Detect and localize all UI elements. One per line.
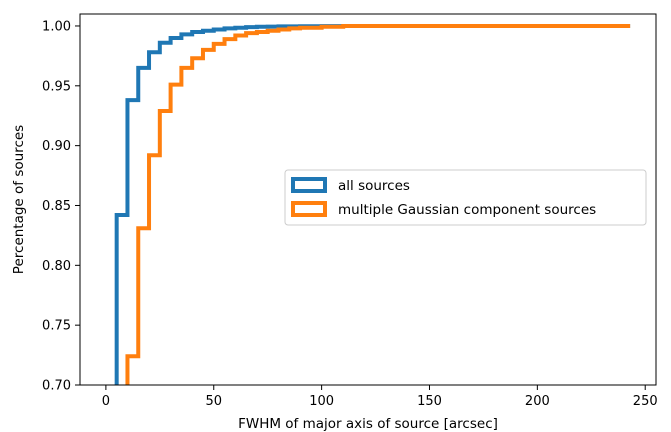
x-tick-label: 0 [102, 394, 110, 409]
y-axis: 0.70 0.75 0.80 0.85 0.90 0.95 1.00 [42, 19, 80, 394]
y-tick-label: 1.00 [42, 19, 71, 34]
legend-label-all-sources: all sources [338, 178, 410, 194]
y-tick-label: 0.70 [42, 379, 71, 394]
x-tick-label: 50 [205, 394, 222, 409]
x-tick-label: 100 [309, 394, 334, 409]
series-line-1 [125, 23, 631, 385]
legend: all sources multiple Gaussian component … [284, 169, 647, 226]
legend-box [284, 169, 647, 226]
y-tick-label: 0.75 [42, 319, 71, 334]
y-tick-label: 0.95 [42, 79, 71, 94]
x-axis: 0 50 100 150 200 250 [102, 385, 658, 409]
y-tick-label: 0.85 [42, 199, 71, 214]
x-tick-label: 200 [525, 394, 550, 409]
y-axis-label: Percentage of sources [11, 125, 27, 274]
y-tick-label: 0.90 [42, 139, 71, 154]
plot-series [114, 23, 631, 385]
legend-label-multiple-gaussian: multiple Gaussian component sources [338, 202, 596, 218]
x-tick-label: 150 [417, 394, 442, 409]
legend-swatch-multiple-gaussian [291, 201, 327, 217]
y-tick-label: 0.80 [42, 259, 71, 274]
series-line-0 [114, 23, 631, 385]
x-axis-label: FWHM of major axis of source [arcsec] [238, 416, 498, 432]
x-tick-label: 250 [633, 394, 658, 409]
plot-frame [79, 13, 657, 386]
legend-swatch-all-sources [291, 177, 327, 193]
